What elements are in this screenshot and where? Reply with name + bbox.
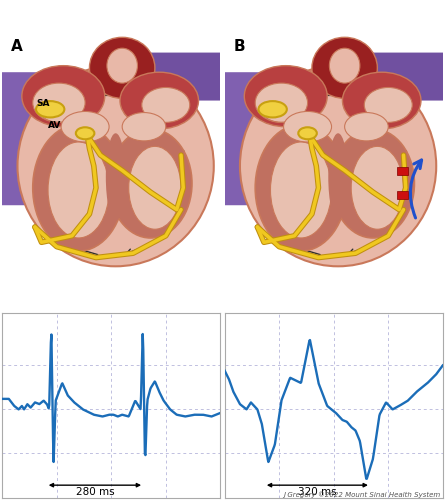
Ellipse shape — [122, 112, 166, 141]
Ellipse shape — [255, 83, 307, 122]
Ellipse shape — [142, 88, 190, 122]
Ellipse shape — [244, 66, 327, 126]
Ellipse shape — [344, 112, 388, 141]
FancyBboxPatch shape — [0, 72, 41, 205]
Ellipse shape — [61, 112, 109, 142]
Ellipse shape — [255, 124, 347, 251]
Text: AV: AV — [48, 121, 61, 130]
Ellipse shape — [240, 66, 436, 266]
Ellipse shape — [33, 83, 85, 122]
Ellipse shape — [89, 38, 155, 98]
Text: A: A — [11, 38, 23, 54]
Ellipse shape — [76, 128, 94, 140]
Text: SA: SA — [36, 100, 49, 108]
Ellipse shape — [259, 101, 287, 117]
Ellipse shape — [106, 134, 125, 220]
FancyBboxPatch shape — [340, 52, 445, 100]
Ellipse shape — [298, 128, 317, 140]
Ellipse shape — [332, 129, 414, 238]
Ellipse shape — [36, 101, 65, 117]
Text: J Gregory ©2022 Mount Sinai Health System: J Gregory ©2022 Mount Sinai Health Syste… — [283, 491, 441, 498]
Ellipse shape — [312, 38, 377, 98]
Ellipse shape — [343, 72, 421, 129]
Ellipse shape — [22, 66, 105, 126]
Bar — [397, 191, 408, 198]
Ellipse shape — [129, 146, 181, 229]
Ellipse shape — [48, 142, 109, 238]
Ellipse shape — [33, 124, 124, 251]
Ellipse shape — [351, 146, 404, 229]
Ellipse shape — [109, 129, 192, 238]
Ellipse shape — [283, 112, 332, 142]
Bar — [397, 167, 408, 174]
Ellipse shape — [364, 88, 412, 122]
Text: 320 ms: 320 ms — [298, 487, 337, 497]
FancyBboxPatch shape — [218, 72, 264, 205]
Ellipse shape — [17, 66, 214, 266]
FancyBboxPatch shape — [118, 52, 225, 100]
Text: B: B — [234, 38, 245, 54]
Ellipse shape — [329, 48, 360, 83]
Ellipse shape — [107, 48, 138, 83]
Text: 280 ms: 280 ms — [76, 487, 114, 497]
Ellipse shape — [271, 142, 332, 238]
Ellipse shape — [120, 72, 198, 129]
Ellipse shape — [328, 134, 348, 220]
